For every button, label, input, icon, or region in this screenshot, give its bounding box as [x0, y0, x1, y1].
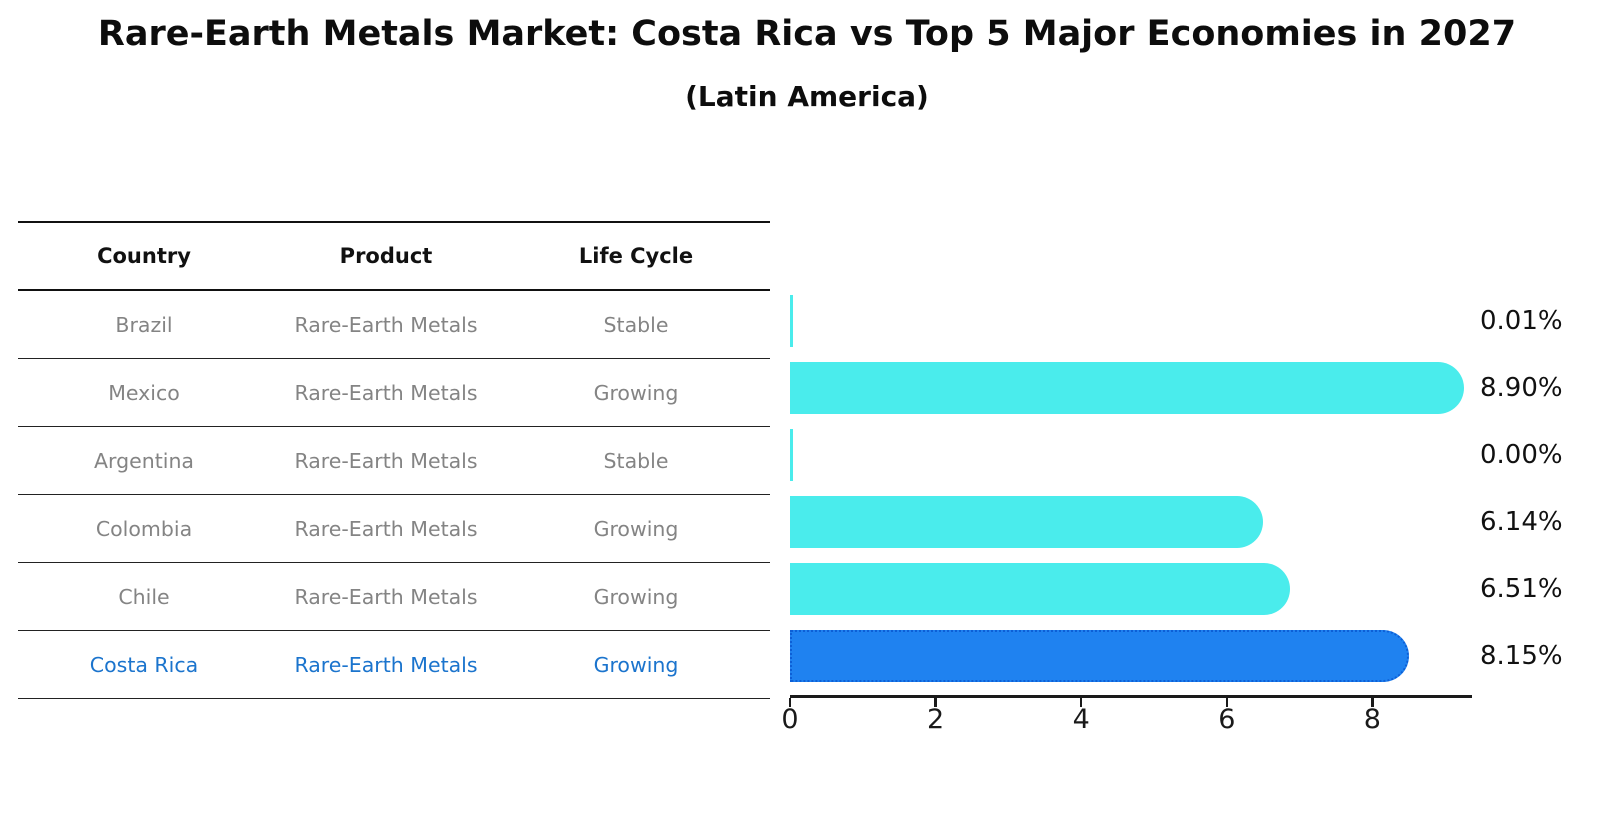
table-row: Mexico Rare-Earth Metals Growing: [18, 359, 770, 427]
table-row: Brazil Rare-Earth Metals Stable: [18, 291, 770, 359]
table-cell-country: Costa Rica: [89, 652, 199, 677]
table-header-country: Country: [97, 244, 191, 268]
table-row: Colombia Rare-Earth Metals Growing: [18, 495, 770, 563]
table-cell-product: Rare-Earth Metals: [294, 448, 478, 473]
bar: [790, 428, 793, 481]
bar: [790, 294, 793, 347]
bar: [790, 495, 1263, 548]
value-label: 0.00%: [1480, 439, 1563, 470]
table-row: Chile Rare-Earth Metals Growing: [18, 563, 770, 631]
table-cell-product: Rare-Earth Metals: [294, 516, 478, 541]
table-header-life-cycle: Life Cycle: [578, 244, 694, 268]
bar: [790, 562, 1290, 615]
value-label: 6.14%: [1480, 506, 1563, 537]
table-cell-life-cycle: Growing: [593, 380, 679, 405]
value-label: 6.51%: [1480, 573, 1563, 604]
chart-subtitle: (Latin America): [685, 80, 929, 113]
x-axis-line: [790, 695, 1472, 698]
table-cell-product: Rare-Earth Metals: [294, 380, 478, 405]
table-cell-country: Brazil: [115, 312, 173, 337]
bar: [790, 361, 1464, 414]
table-cell-country: Chile: [118, 584, 170, 609]
chart-title: Rare-Earth Metals Market: Costa Rica vs …: [97, 14, 1517, 54]
bar-highlight: [790, 629, 1410, 682]
x-axis-tick: [788, 698, 792, 707]
x-axis-tick-label: 0: [781, 704, 799, 735]
value-label: 8.90%: [1480, 372, 1563, 403]
table-cell-life-cycle: Stable: [603, 448, 669, 473]
table-cell-life-cycle: Growing: [593, 652, 679, 677]
table-header-row: Country Product Life Cycle: [18, 221, 770, 291]
x-axis-tick-label: 2: [927, 704, 945, 735]
table-body: Brazil Rare-Earth Metals Stable Mexico Rare-…: [18, 291, 770, 699]
table-cell-life-cycle: Stable: [603, 312, 669, 337]
data-table: Country Product Life Cycle Brazil Rare-Ea…: [18, 221, 770, 699]
value-label: 8.15%: [1480, 640, 1563, 671]
table-cell-life-cycle: Growing: [593, 584, 679, 609]
x-axis-tick-label: 8: [1363, 704, 1381, 735]
x-axis-tick-label: 6: [1218, 704, 1236, 735]
table-header-product: Product: [339, 244, 433, 268]
table-cell-product: Rare-Earth Metals: [294, 312, 478, 337]
table-cell-country: Colombia: [95, 516, 193, 541]
table-cell-life-cycle: Growing: [593, 516, 679, 541]
table-row: Argentina Rare-Earth Metals Stable: [18, 427, 770, 495]
table-cell-country: Mexico: [108, 380, 180, 405]
table-row: Costa Rica Rare-Earth Metals Growing: [18, 631, 770, 699]
table-cell-country: Argentina: [94, 448, 194, 473]
table-cell-product: Rare-Earth Metals: [294, 584, 478, 609]
x-axis-tick: [1371, 698, 1374, 707]
x-axis-tick-label: 4: [1072, 704, 1090, 735]
table-cell-product: Rare-Earth Metals: [294, 652, 478, 677]
x-axis-tick: [1225, 698, 1229, 707]
x-axis-tick: [1079, 698, 1083, 707]
x-axis-tick: [934, 698, 937, 707]
value-label: 0.01%: [1480, 305, 1563, 336]
